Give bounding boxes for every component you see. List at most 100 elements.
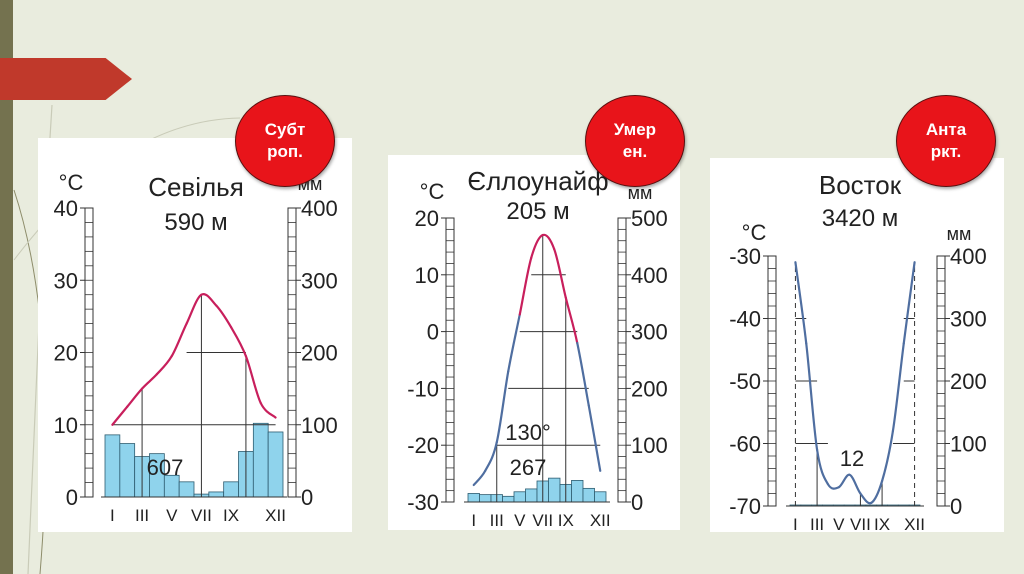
badge-line: Субт [264,120,306,139]
temperature-line-segment [155,355,173,376]
badge-line: ен. [622,142,648,161]
badge-line: Анта [925,120,967,139]
chart-annotation: 267 [510,455,547,480]
precipitation-bar [513,491,526,503]
month-label: XII [265,506,286,525]
precipitation-bar [548,477,561,503]
precipitation-bar [252,422,269,498]
month-label: VII [191,506,212,525]
precipitation-bar [267,431,284,498]
left-axis-tick-label: -70 [729,494,761,519]
chart-title: Єллоунайф [467,166,608,196]
left-axis-tick-label: -30 [729,244,761,269]
right-axis-tick-label: 400 [301,196,338,221]
month-label: I [793,515,798,532]
precipitation-bar [467,493,480,503]
temperature-line-segment [518,256,533,316]
right-axis-tick-label: 0 [950,494,962,519]
left-axis-tick-label: -40 [729,307,761,332]
precipitation-bar [571,480,584,503]
temperature-line-segment [170,322,188,358]
right-axis-unit: мм [628,183,653,203]
right-axis-tick-label: 100 [950,432,987,457]
left-axis-tick-label: 10 [415,263,439,288]
chart-panel-yellowknife: -30 -20 -10 0 10 20 0 100 200 300 400 500 I III V VII IX… [388,155,680,530]
month-label: IX [223,506,239,525]
left-axis-tick-label: 0 [427,320,439,345]
left-axis-tick-label: -20 [407,433,439,458]
right-axis-tick-label: 200 [631,376,668,401]
temperature-line-segment [229,326,248,358]
right-axis-tick-label: 200 [950,369,987,394]
temperature-line-segment [576,341,590,407]
temperature-line-segment [541,233,556,251]
precipitation-bar [525,488,538,503]
right-axis-tick-label: 300 [950,307,987,332]
temperature-line-segment [484,441,498,472]
right-axis-tick-label: 400 [950,244,987,269]
chart-elevation: 590 м [164,209,227,236]
chart-panel-sevilla: 0 10 20 30 40 0 100 200 300 400 I III V VII IX XII Севіл… [38,138,352,532]
temperature-line-segment [126,387,144,408]
right-axis-tick-label: 0 [631,490,643,515]
temperature-line-segment [564,296,579,345]
right-axis-unit: мм [947,224,972,244]
month-label: V [833,515,845,532]
chart-title: Севілья [148,172,244,202]
left-axis-tick-label: -30 [407,490,439,515]
climate-zone-badge-antarctic: Анта ркт. [896,95,996,187]
temperature-line-segment [587,404,602,472]
month-label: I [110,506,115,525]
climate-zone-badge-temperate: Умер ен. [585,95,685,187]
temperature-line-segment [111,405,129,426]
temperature-line-segment [215,304,233,329]
temperature-line-segment [815,448,830,486]
right-axis-tick-label: 100 [631,433,668,458]
temperature-line-segment [185,293,203,325]
left-axis-tick-label: 10 [54,413,78,438]
left-axis-tick-label: 20 [54,341,78,366]
right-axis-scale [617,217,627,503]
month-label: III [490,511,504,530]
chart-panel-vostok: -70 -60 -50 -40 -30 0 100 200 300 400 I III V VII IX XI… [710,158,1004,532]
precipitation-bar [119,443,136,498]
precipitation-bar [502,495,515,503]
temperature-line-segment [495,370,510,444]
left-axis-tick-label: -50 [729,369,761,394]
precipitation-bar [208,491,225,498]
month-label: I [471,511,476,530]
chart-annotation: 12 [840,446,864,471]
temperature-line-segment [870,479,884,504]
month-label: VII [532,511,553,530]
temperature-line-segment [140,373,159,390]
left-axis-tick-label: 0 [66,485,78,510]
left-axis-unit: °C [742,220,767,245]
temperature-line-segment [472,469,487,487]
month-label: IX [874,515,890,532]
month-label: III [135,506,149,525]
month-label: VII [850,515,871,532]
month-label: IX [558,511,574,530]
left-axis-tick-label: 30 [54,268,78,293]
chart-elevation: 205 м [506,198,569,225]
temperature-line-segment [891,342,905,433]
left-axis-unit: °C [420,179,445,204]
month-label: XII [590,511,611,530]
right-axis-tick-label: 0 [301,485,313,510]
left-decor-strip [0,0,13,574]
left-axis-tick-label: 40 [54,196,78,221]
left-axis-tick-label: -10 [407,376,439,401]
temperature-line-segment [902,261,916,345]
month-label: V [514,511,526,530]
temperature-line-segment [805,342,819,451]
climate-zone-badge-subtropical: Субт роп. [235,95,335,187]
left-axis-unit: °C [59,170,84,195]
temperature-line-segment [507,313,521,373]
month-label: XII [904,515,925,532]
temperature-line-segment [859,492,873,505]
temperature-line-segment [794,261,808,345]
precipitation-bar [178,481,195,498]
temperature-line-segment [837,473,851,489]
right-axis-tick-label: 500 [631,206,668,231]
